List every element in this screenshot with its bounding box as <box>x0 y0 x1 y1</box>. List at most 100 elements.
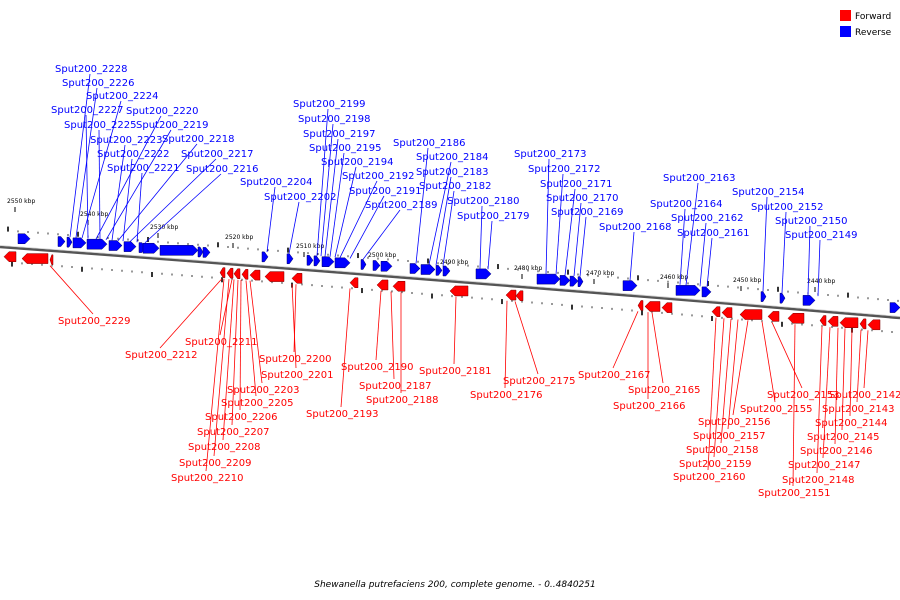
gene-arrow <box>559 275 571 286</box>
kbp-label: 2550 kbp <box>7 198 35 205</box>
gene-arrow <box>3 251 17 262</box>
gene-arrow <box>142 242 160 254</box>
reverse-leader <box>415 147 429 264</box>
forward-leader <box>792 324 796 487</box>
gene-arrow <box>159 245 199 256</box>
forward-leader <box>213 279 230 457</box>
forward-leader <box>822 327 831 459</box>
gene-arrow <box>701 286 712 298</box>
reverse-leader <box>117 143 198 241</box>
reverse-leader <box>362 209 401 260</box>
gene-arrow <box>577 276 584 287</box>
gene-arrow <box>739 309 763 320</box>
gene-arrow <box>409 263 421 274</box>
gene-arrow <box>889 302 900 313</box>
reverse-gene-label: Sput200_2154 <box>732 187 805 198</box>
gene-arrow <box>767 311 780 322</box>
reverse-leader <box>95 115 162 240</box>
forward-leader <box>849 328 853 417</box>
forward-leader <box>49 265 94 315</box>
forward-leader <box>453 296 457 365</box>
reverse-gene-label: Sput200_2218 <box>162 134 235 145</box>
kbp-label: 2500 kbp <box>368 252 396 259</box>
reverse-gene-label: Sput200_2202 <box>264 192 337 203</box>
gene-arrow <box>349 277 359 288</box>
gene-arrow <box>449 285 469 297</box>
gene-arrow <box>622 280 638 291</box>
reverse-leader <box>573 202 582 277</box>
forward-gene-label: Sput200_2209 <box>179 458 252 469</box>
legend-label-reverse: Reverse <box>855 28 892 38</box>
reverse-gene-label: Sput200_2171 <box>540 179 613 190</box>
reverse-leader <box>111 144 126 241</box>
reverse-leader <box>564 188 576 276</box>
forward-leader <box>222 279 235 441</box>
reverse-gene-label: Sput200_2189 <box>365 200 438 211</box>
gene-arrow <box>291 273 303 284</box>
forward-gene-label: Sput200_2142 <box>829 390 900 401</box>
gene-arrow <box>644 301 661 312</box>
gene-arrow <box>515 290 524 302</box>
reverse-gene-label: Sput200_2219 <box>136 120 209 131</box>
forward-gene-label: Sput200_2212 <box>125 350 198 361</box>
forward-gene-label: Sput200_2205 <box>221 398 294 409</box>
forward-leader <box>390 291 395 380</box>
forward-gene-label: Sput200_2176 <box>470 390 543 401</box>
gene-arrow <box>475 268 492 280</box>
forward-gene-label: Sput200_2146 <box>800 446 873 457</box>
forward-leader <box>159 278 223 349</box>
forward-gene-label: Sput200_2188 <box>366 395 439 406</box>
reverse-gene-label: Sput200_2216 <box>186 164 259 175</box>
forward-gene-label: Sput200_2210 <box>171 473 244 484</box>
reverse-leader <box>706 237 713 287</box>
reverse-leader <box>316 108 329 256</box>
reverse-gene-label: Sput200_2225 <box>64 120 137 131</box>
reverse-gene-label: Sput200_2186 <box>393 138 466 149</box>
reverse-leader <box>807 225 811 296</box>
forward-gene-label: Sput200_2187 <box>359 381 432 392</box>
gene-arrow <box>505 289 517 301</box>
gene-arrow <box>435 265 443 276</box>
forward-gene-label: Sput200_2156 <box>698 417 771 428</box>
reverse-gene-label: Sput200_2222 <box>97 149 170 160</box>
forward-gene-label: Sput200_2181 <box>419 366 492 377</box>
forward-gene-label: Sput200_2167 <box>578 370 651 381</box>
forward-leader <box>231 279 239 426</box>
reverse-gene-label: Sput200_2228 <box>55 64 128 75</box>
reverse-gene-label: Sput200_2169 <box>551 207 624 218</box>
forward-gene-label: Sput200_2155 <box>740 404 813 415</box>
gene-arrow <box>779 292 786 304</box>
reverse-leader <box>435 176 452 266</box>
forward-leader <box>514 301 539 375</box>
reverse-gene-label: Sput200_2184 <box>416 152 489 163</box>
reverse-gene-label: Sput200_2191 <box>349 186 422 197</box>
kbp-label: 2520 kbp <box>225 234 253 241</box>
gene-arrow <box>321 256 335 267</box>
gene-arrow <box>197 246 204 258</box>
gene-arrow <box>123 241 137 252</box>
forward-leader <box>340 288 351 408</box>
gene-arrow <box>675 285 701 296</box>
reverse-leader <box>629 231 635 281</box>
reverse-gene-label: Sput200_2180 <box>447 196 520 207</box>
reverse-leader <box>339 180 378 258</box>
reverse-leader <box>442 190 455 266</box>
forward-gene-label: Sput200_2207 <box>197 427 270 438</box>
gene-arrow <box>219 267 226 278</box>
reverse-gene-label: Sput200_2161 <box>677 228 750 239</box>
reverse-gene-label: Sput200_2217 <box>181 149 254 160</box>
reverse-gene-label: Sput200_2152 <box>751 202 824 213</box>
gene-arrow <box>380 261 393 272</box>
gene-arrow <box>57 236 66 247</box>
gene-arrow <box>569 275 579 287</box>
reverse-leader <box>122 158 133 242</box>
reverse-leader <box>545 158 550 274</box>
forward-leader <box>834 327 839 445</box>
reverse-leader <box>329 152 345 257</box>
forward-leader <box>239 280 242 411</box>
gene-arrow <box>108 240 123 251</box>
forward-leader <box>856 329 862 403</box>
kbp-label: 2460 kbp <box>660 274 688 281</box>
forward-leader <box>707 317 717 471</box>
gene-arrow <box>226 267 234 279</box>
